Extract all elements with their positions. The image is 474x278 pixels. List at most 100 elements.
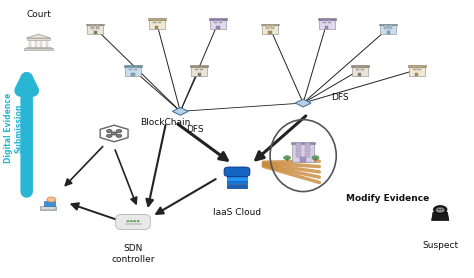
Bar <box>418 67 421 68</box>
Bar <box>35 39 36 47</box>
Circle shape <box>433 205 447 214</box>
Bar <box>46 39 48 47</box>
Bar <box>389 28 392 29</box>
Bar <box>131 73 135 76</box>
Bar <box>209 18 227 20</box>
Bar <box>266 28 269 29</box>
Circle shape <box>283 156 291 160</box>
Bar <box>195 69 199 70</box>
Bar <box>24 48 53 50</box>
Circle shape <box>111 132 117 135</box>
Bar <box>200 69 203 70</box>
Polygon shape <box>173 108 188 115</box>
Bar <box>296 148 301 152</box>
Text: Court: Court <box>26 10 51 19</box>
Bar <box>325 26 328 29</box>
Bar <box>134 67 137 68</box>
Circle shape <box>436 208 445 213</box>
Bar <box>214 20 218 21</box>
Bar <box>217 26 220 29</box>
Bar <box>29 39 31 47</box>
Bar <box>323 22 326 23</box>
Bar <box>319 20 335 29</box>
Bar <box>27 38 50 39</box>
Circle shape <box>127 220 129 222</box>
Bar <box>356 67 359 68</box>
Bar <box>356 69 359 70</box>
Bar <box>125 67 141 76</box>
Bar <box>227 174 247 177</box>
Circle shape <box>107 130 112 133</box>
Bar <box>227 185 247 188</box>
Bar <box>408 65 426 67</box>
Bar <box>148 18 165 20</box>
Bar <box>129 67 132 68</box>
FancyBboxPatch shape <box>224 167 250 177</box>
Bar <box>40 206 55 210</box>
Bar <box>358 73 362 76</box>
Bar <box>296 153 301 157</box>
Bar <box>361 69 364 70</box>
Polygon shape <box>295 99 311 107</box>
Polygon shape <box>26 34 51 38</box>
Bar <box>413 69 416 70</box>
Bar <box>157 20 161 21</box>
Bar <box>379 24 397 25</box>
Text: Digital Evidence
Submission: Digital Evidence Submission <box>4 93 23 163</box>
Bar <box>292 143 314 162</box>
Bar <box>93 31 97 34</box>
Text: Suspect: Suspect <box>422 241 458 250</box>
Bar <box>361 67 364 68</box>
Bar <box>384 25 388 27</box>
Bar <box>389 25 392 27</box>
Bar <box>190 65 208 67</box>
Text: Modify Evidence: Modify Evidence <box>346 194 429 203</box>
Bar <box>268 31 272 34</box>
Bar <box>129 69 132 70</box>
Bar <box>227 181 247 184</box>
Bar <box>134 69 137 70</box>
Bar <box>157 22 161 23</box>
Circle shape <box>116 134 122 137</box>
Bar <box>40 39 42 47</box>
Bar <box>87 25 103 34</box>
Bar <box>86 24 104 25</box>
Bar <box>124 65 142 67</box>
Bar <box>296 143 301 147</box>
Bar <box>261 24 279 25</box>
Bar <box>328 22 331 23</box>
Circle shape <box>107 134 112 137</box>
Circle shape <box>134 220 136 222</box>
Bar <box>41 207 55 209</box>
Bar <box>96 28 100 29</box>
Bar <box>219 22 222 23</box>
Bar <box>214 22 218 23</box>
Circle shape <box>137 220 139 222</box>
Circle shape <box>441 209 443 210</box>
Bar <box>153 22 156 23</box>
Text: DFS: DFS <box>186 125 203 134</box>
Bar <box>387 31 390 34</box>
Bar <box>300 157 306 162</box>
Bar <box>351 65 369 67</box>
Bar <box>200 67 203 68</box>
Bar <box>44 201 55 206</box>
Bar <box>266 25 269 27</box>
Bar <box>26 47 51 48</box>
Bar <box>305 153 310 157</box>
Text: IaaS Cloud: IaaS Cloud <box>213 208 261 217</box>
Bar <box>219 20 222 21</box>
Bar <box>418 69 421 70</box>
Bar <box>415 73 418 76</box>
Bar <box>148 20 165 29</box>
FancyBboxPatch shape <box>116 214 150 230</box>
Bar <box>323 20 326 21</box>
Text: BlockChain: BlockChain <box>140 118 191 127</box>
Bar <box>198 73 201 76</box>
Circle shape <box>47 197 56 202</box>
Text: SDN
controller: SDN controller <box>111 244 155 264</box>
Bar <box>291 142 316 143</box>
Bar <box>271 25 274 27</box>
Bar <box>227 177 247 181</box>
Bar <box>380 25 396 34</box>
